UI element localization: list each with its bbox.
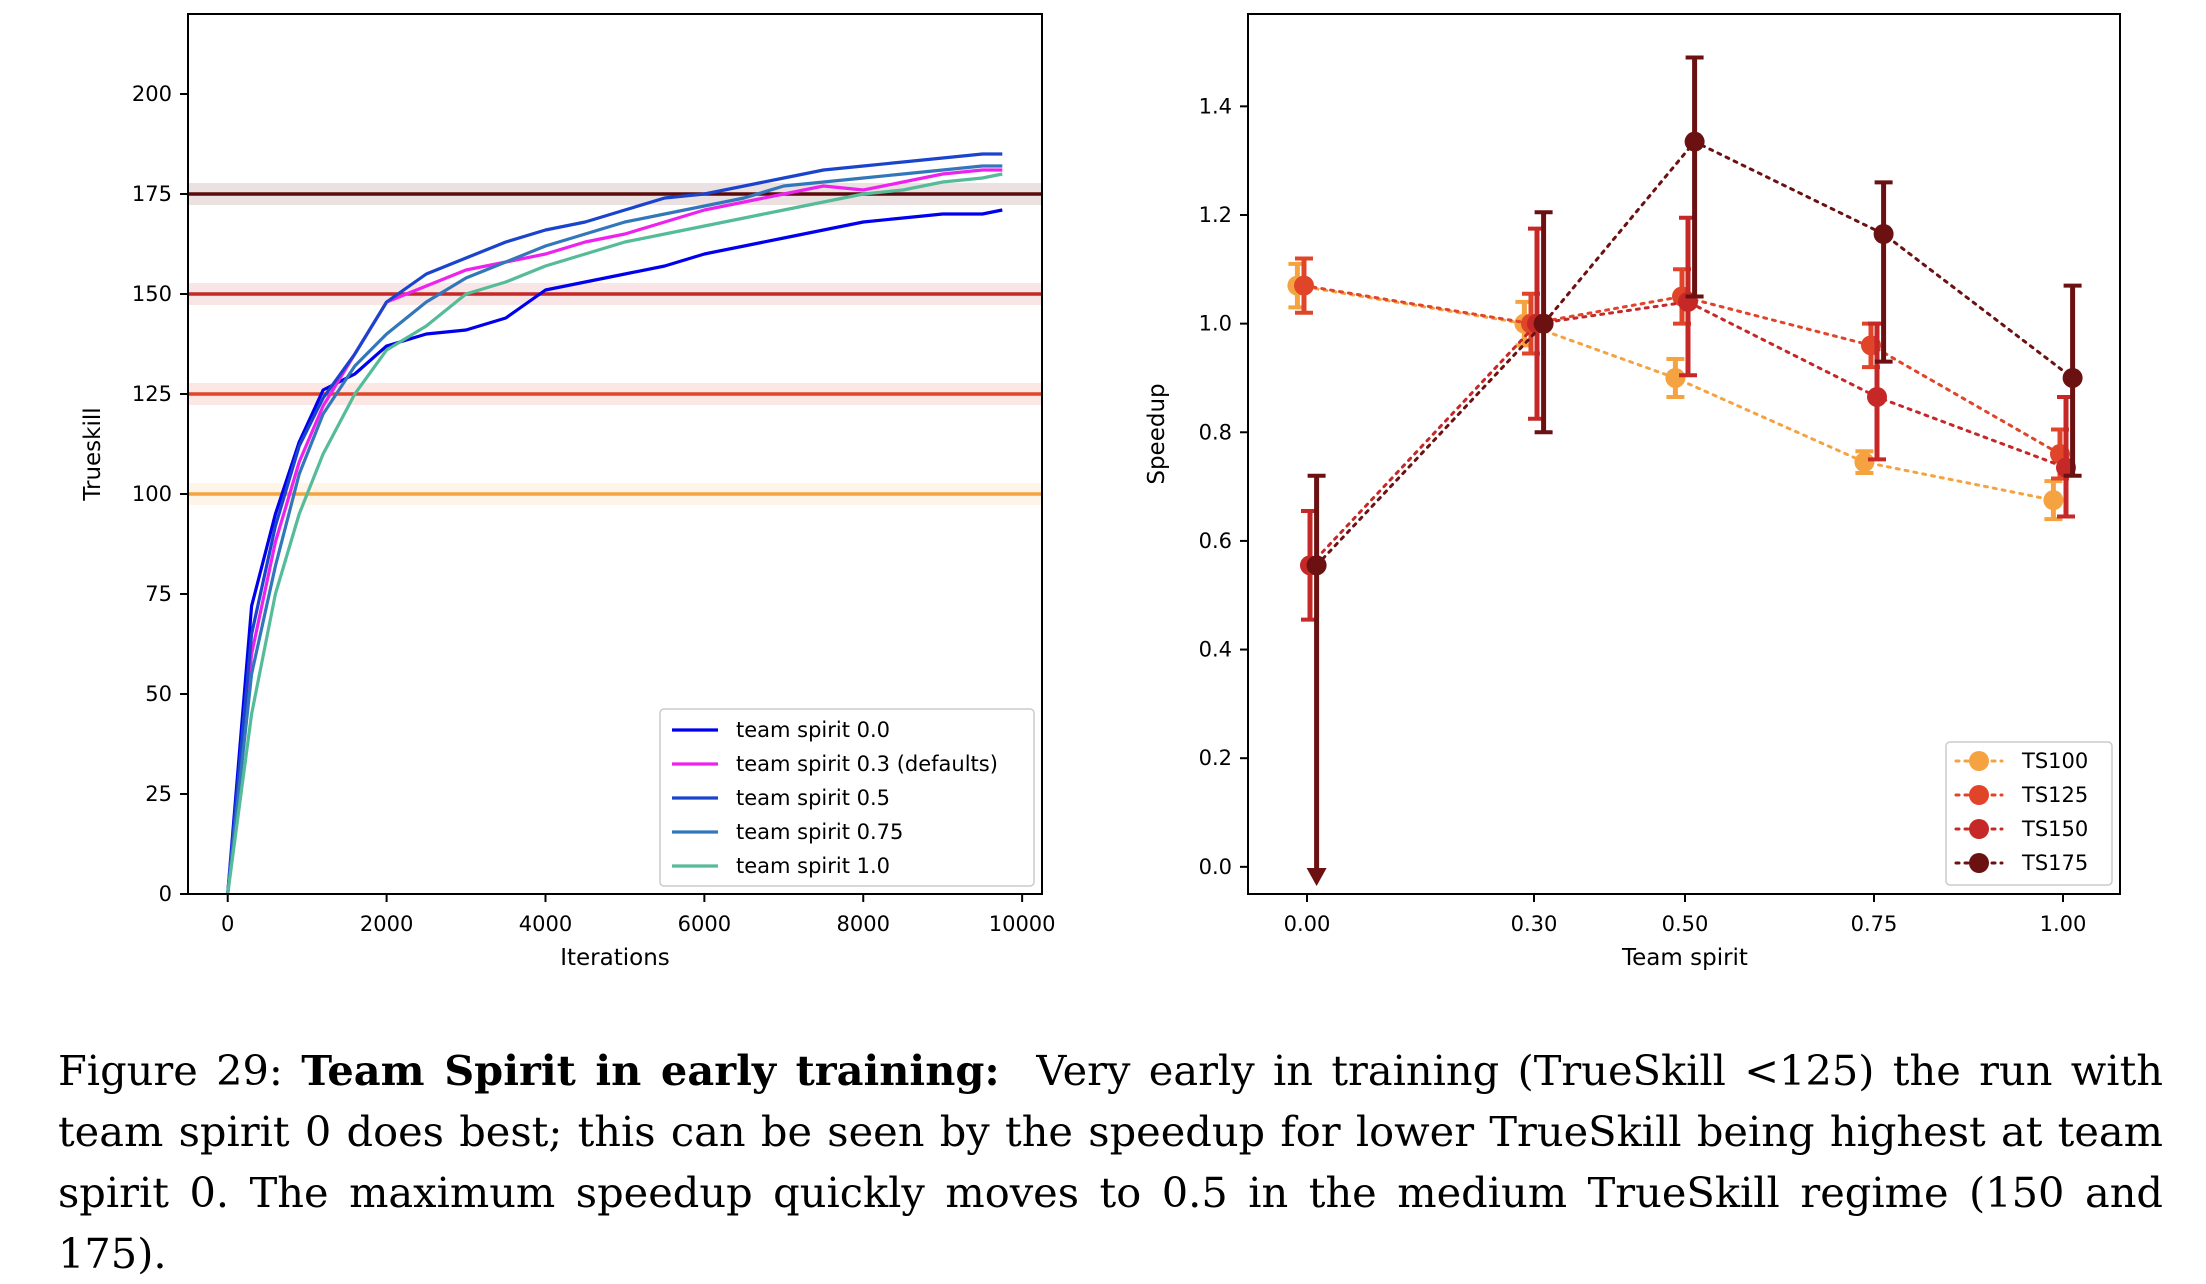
data-point: [1854, 452, 1875, 473]
speedup-chart: 0.0 0.2 0.4 0.6 0.8 1.0 1.2 1.4 0.00 0.30 0.50 0.75…: [1144, 13, 2121, 971]
data-point: [1684, 131, 1705, 152]
y-tick-label: 0.8: [1199, 420, 1232, 444]
error-arrow: [1306, 868, 1327, 886]
x-tick-label: 2000: [360, 912, 413, 936]
series-line: [226, 152, 1003, 895]
y-tick-label: 150: [132, 282, 172, 306]
x-tick-label: 0.50: [1662, 912, 1709, 936]
y-tick-label: 0.2: [1199, 746, 1232, 770]
data-point: [2043, 490, 2064, 511]
data-point: [1873, 224, 1894, 244]
legend-swatch-marker: [1969, 751, 1989, 771]
y-tick-label: 25: [145, 782, 172, 806]
caption-text: Very early in training (TrueSkill <125) …: [58, 1046, 2163, 1278]
legend-label: TS100: [2021, 749, 2088, 773]
y-tick-label: 100: [132, 482, 172, 506]
legend-label: team spirit 1.0: [736, 854, 890, 878]
figure-caption: Figure 29: Team Spirit in early training…: [58, 1040, 2163, 1284]
figure-canvas: 0 2000 4000 6000 8000 10000 0 25 50 75 100 125 150 17…: [80, 13, 2121, 971]
legend-swatch-marker: [1969, 853, 1989, 873]
legend-box: [659, 708, 1035, 887]
x-tick-label: 6000: [678, 912, 731, 936]
x-axis-label: Team spirit: [1621, 945, 1748, 971]
y-tick-label: 0.4: [1199, 638, 1232, 662]
y-tick-label: 175: [132, 182, 172, 206]
data-point: [1306, 555, 1327, 576]
caption-title: Team Spirit in early training:: [301, 1046, 1000, 1095]
plot-frame: [187, 13, 1043, 895]
data-point: [1665, 367, 1686, 388]
legend-label: TS150: [2021, 817, 2088, 841]
y-tick-label: 0: [159, 882, 172, 906]
data-point: [1294, 275, 1314, 296]
y-tick-label: 75: [145, 582, 172, 606]
series-line: [226, 208, 1003, 895]
x-tick-label: 0: [221, 912, 234, 936]
legend-label: TS125: [2021, 783, 2088, 807]
trueskill-chart: 0 2000 4000 6000 8000 10000 0 25 50 75 100 125 150 17…: [80, 13, 1056, 971]
y-tick-label: 0.0: [1199, 855, 1232, 879]
x-tick-label: 4000: [519, 912, 572, 936]
series-line: [226, 164, 1003, 895]
legend-swatch-marker: [1969, 785, 1989, 805]
data-point: [1867, 386, 1887, 407]
y-tick-label: 1.0: [1199, 312, 1232, 336]
legend-label: team spirit 0.3 (defaults): [736, 752, 998, 776]
legend-label: team spirit 0.5: [736, 786, 890, 810]
legend-swatch-marker: [1969, 819, 1989, 839]
legend-label: team spirit 0.75: [736, 820, 903, 844]
y-axis-label: Speedup: [1144, 383, 1170, 484]
x-tick-label: 10000: [989, 912, 1056, 936]
legend-label: team spirit 0.0: [736, 718, 890, 742]
y-tick-label: 0.6: [1199, 529, 1232, 553]
y-tick-label: 50: [145, 682, 172, 706]
x-tick-label: 8000: [837, 912, 890, 936]
y-tick-label: 1.2: [1199, 203, 1232, 227]
x-tick-label: 0.75: [1851, 912, 1898, 936]
y-tick-label: 200: [132, 82, 172, 106]
caption-label: Figure 29:: [58, 1046, 283, 1095]
data-point: [2062, 367, 2083, 388]
x-tick-label: 0.30: [1511, 912, 1558, 936]
legend-box: [1945, 741, 2113, 886]
series-line: [226, 172, 1003, 895]
series-line: [226, 168, 1003, 895]
x-tick-label: 0.00: [1284, 912, 1331, 936]
y-tick-label: 1.4: [1199, 94, 1232, 118]
series-dotted-line: [1302, 284, 2062, 456]
y-tick-label: 125: [132, 382, 172, 406]
x-tick-label: 1.00: [2040, 912, 2087, 936]
legend-label: TS175: [2021, 851, 2088, 875]
data-point: [1533, 313, 1554, 334]
x-axis-label: Iterations: [560, 945, 670, 971]
y-axis-label: Trueskill: [80, 407, 106, 501]
